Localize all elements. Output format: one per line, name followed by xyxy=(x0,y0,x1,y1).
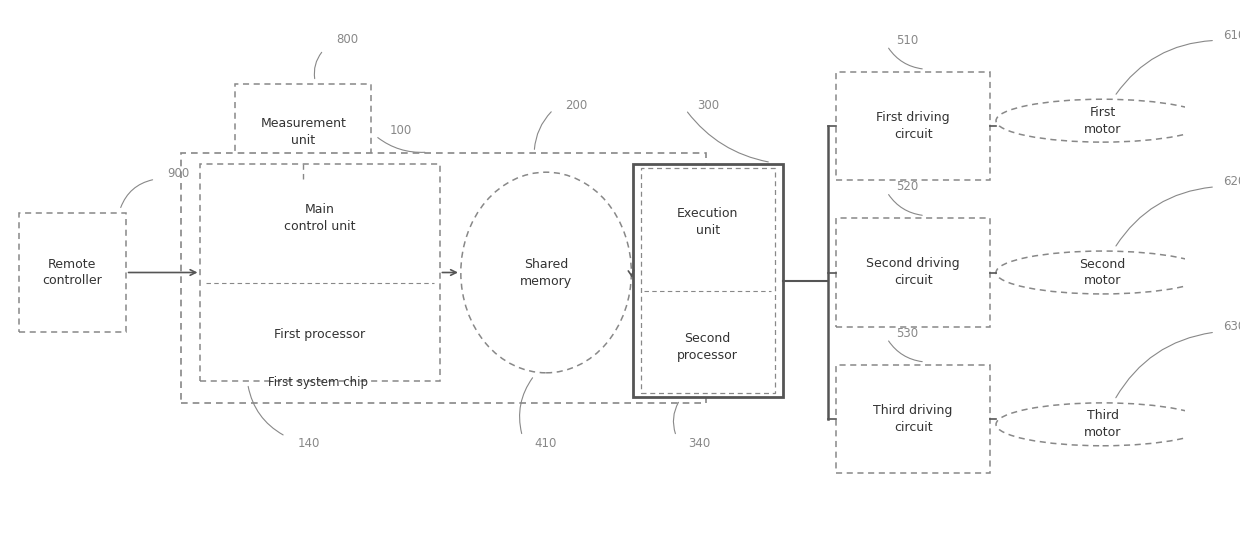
Text: 900: 900 xyxy=(167,167,190,180)
Text: Execution
unit: Execution unit xyxy=(677,207,738,237)
Bar xyxy=(181,153,706,403)
Text: Measurement
unit: Measurement unit xyxy=(260,117,346,147)
Text: Main
control unit: Main control unit xyxy=(284,203,356,233)
Text: Second driving
circuit: Second driving circuit xyxy=(867,257,960,288)
Text: 530: 530 xyxy=(897,327,919,340)
Ellipse shape xyxy=(996,251,1209,294)
Text: Remote
controller: Remote controller xyxy=(42,257,103,288)
Ellipse shape xyxy=(996,99,1209,142)
Text: 100: 100 xyxy=(389,124,412,137)
Bar xyxy=(836,72,990,180)
Text: First driving
circuit: First driving circuit xyxy=(877,111,950,141)
Ellipse shape xyxy=(461,172,631,373)
Text: 610: 610 xyxy=(1224,28,1240,41)
Text: 340: 340 xyxy=(688,437,711,450)
Text: 630: 630 xyxy=(1224,320,1240,333)
Text: 200: 200 xyxy=(565,99,588,112)
Bar xyxy=(641,168,775,393)
Text: Third driving
circuit: Third driving circuit xyxy=(873,404,952,434)
Text: Second
motor: Second motor xyxy=(1080,257,1126,288)
Bar xyxy=(236,84,372,179)
Bar xyxy=(836,365,990,473)
Text: First processor: First processor xyxy=(274,328,366,341)
Text: 520: 520 xyxy=(897,180,919,193)
Text: Second
processor: Second processor xyxy=(677,332,738,362)
Bar xyxy=(632,164,782,397)
Text: 800: 800 xyxy=(336,33,358,46)
Text: Shared
memory: Shared memory xyxy=(520,257,572,288)
Text: 620: 620 xyxy=(1224,175,1240,188)
Text: 300: 300 xyxy=(698,99,719,112)
Text: 410: 410 xyxy=(534,437,557,450)
Ellipse shape xyxy=(996,403,1209,446)
Text: Third
motor: Third motor xyxy=(1084,409,1121,439)
Text: First system chip: First system chip xyxy=(268,376,367,389)
Bar xyxy=(19,213,125,332)
Text: First
motor: First motor xyxy=(1084,106,1121,136)
Text: 510: 510 xyxy=(897,34,919,47)
Bar xyxy=(836,219,990,326)
Bar xyxy=(201,164,439,381)
Text: 140: 140 xyxy=(298,437,320,450)
